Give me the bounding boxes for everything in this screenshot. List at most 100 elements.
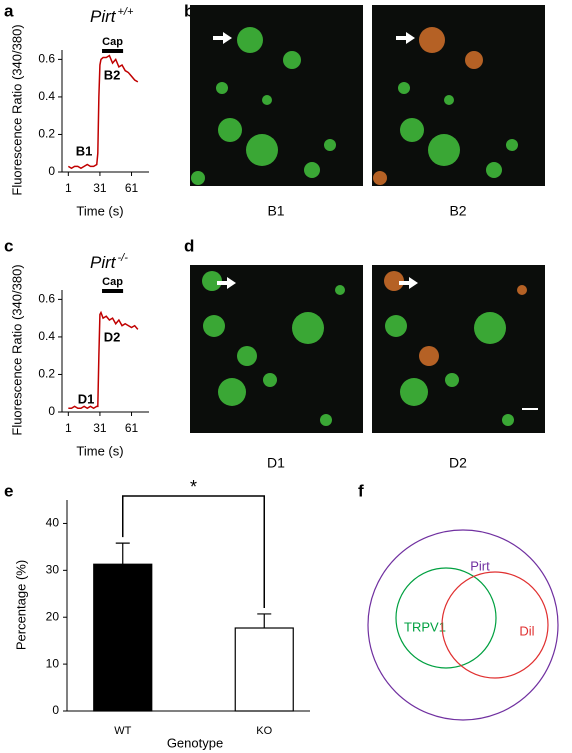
venn-circle [441, 571, 549, 679]
cell [398, 82, 410, 94]
x-tick-label: 31 [93, 421, 107, 435]
cell [385, 315, 407, 337]
title: Pirt [90, 253, 117, 272]
panel-letter: c [4, 236, 13, 255]
point-label: D1 [78, 391, 95, 406]
venn-label: Pirt [470, 558, 490, 573]
cell [263, 373, 277, 387]
y-tick-label: 0.4 [38, 89, 55, 103]
y-tick-label: 30 [46, 563, 60, 577]
point-label: B1 [76, 143, 93, 158]
cell [216, 82, 228, 94]
venn-label: TRPV1 [404, 619, 446, 634]
cell [292, 312, 324, 344]
cell [502, 414, 514, 426]
y-tick-label: 0.2 [38, 367, 55, 381]
cell [304, 162, 320, 178]
cell [324, 139, 336, 151]
bar [234, 627, 294, 712]
cell [428, 134, 460, 166]
point-label: B2 [104, 67, 121, 82]
panel-letter: f [358, 481, 364, 500]
cell [335, 285, 345, 295]
micrograph [190, 265, 363, 433]
cell [506, 139, 518, 151]
chart-title: Pirt +/+ [90, 6, 134, 27]
trace [68, 310, 139, 410]
cell [419, 346, 439, 366]
cell [517, 285, 527, 295]
error-bar [257, 613, 272, 629]
venn-circle [395, 567, 497, 669]
image-label: D1 [267, 455, 285, 471]
arrow [396, 32, 415, 44]
y-tick-label: 0.2 [38, 127, 55, 141]
y-tick-label: 0.6 [38, 292, 55, 306]
bar [93, 563, 153, 712]
x-tick-label: KO [256, 725, 272, 737]
stimulus-label: Cap [102, 276, 123, 288]
cell [203, 315, 225, 337]
panel-letter: d [184, 236, 194, 255]
image-label: B2 [449, 203, 466, 219]
y-axis-label: Fluorescence Ratio (340/380) [9, 24, 24, 195]
cell [419, 27, 445, 53]
micrograph [372, 265, 545, 433]
y-tick-label: 40 [46, 516, 60, 530]
panel-letter: b [184, 1, 194, 20]
cell [237, 27, 263, 53]
micrograph [190, 5, 363, 186]
y-tick-label: 0.4 [38, 329, 55, 343]
cell [373, 171, 387, 185]
x-tick-label: 61 [125, 421, 139, 435]
title-superscript: +/+ [118, 6, 134, 18]
panel-letter: e [4, 481, 13, 500]
error-bar [115, 542, 130, 565]
x-axis-label: Time (s) [76, 203, 123, 218]
cell [474, 312, 506, 344]
x-axis-label: Genotype [167, 735, 223, 750]
cell [237, 346, 257, 366]
x-tick-label: 1 [65, 181, 72, 195]
x-tick-label: 61 [125, 181, 139, 195]
x-tick-label: 31 [93, 181, 107, 195]
micrograph [372, 5, 545, 186]
y-tick-label: 0 [48, 404, 55, 418]
cell [445, 373, 459, 387]
cell [444, 95, 454, 105]
significance-bracket [122, 495, 265, 608]
arrow [399, 277, 418, 289]
y-tick-label: 0.6 [38, 52, 55, 66]
x-tick-label: WT [114, 725, 131, 737]
venn-label: Dil [519, 623, 534, 638]
title: Pirt [90, 7, 117, 26]
panel-letter: a [4, 1, 14, 20]
arrow [213, 32, 232, 44]
chart-title: Pirt -/- [90, 252, 128, 273]
cell [400, 378, 428, 406]
cell [320, 414, 332, 426]
point-label: D2 [104, 329, 121, 344]
cell [246, 134, 278, 166]
venn-circle [367, 529, 559, 721]
cell [465, 51, 483, 69]
y-axis-label: Percentage (%) [13, 560, 28, 650]
cell [283, 51, 301, 69]
cell [486, 162, 502, 178]
y-tick-label: 0 [48, 164, 55, 178]
cell [262, 95, 272, 105]
x-axis-label: Time (s) [76, 443, 123, 458]
cell [218, 378, 246, 406]
arrow [217, 277, 236, 289]
cell [400, 118, 424, 142]
y-axis-label: Fluorescence Ratio (340/380) [9, 264, 24, 435]
cell [191, 171, 205, 185]
cell [218, 118, 242, 142]
y-tick-label: 0 [52, 703, 59, 717]
significance-label: * [190, 477, 197, 497]
x-tick-label: 1 [65, 421, 72, 435]
image-label: B1 [267, 203, 284, 219]
y-tick-label: 10 [46, 656, 60, 670]
cell [384, 271, 404, 291]
